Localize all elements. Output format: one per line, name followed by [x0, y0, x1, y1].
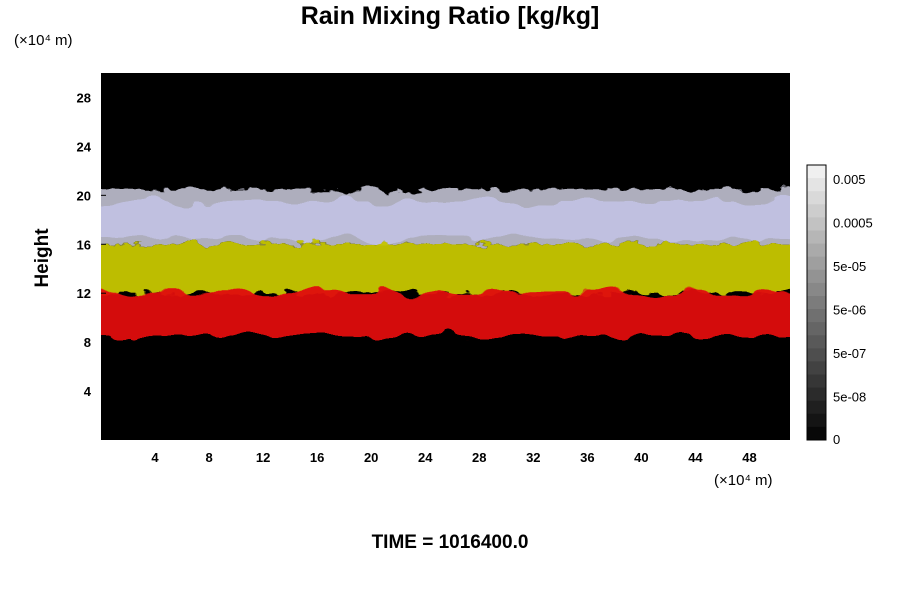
layer-yellow [101, 244, 790, 294]
x-tick-label: 28 [472, 450, 486, 465]
colorbar-swatch [807, 322, 826, 336]
y-tick-label: 8 [84, 335, 91, 350]
chart-title: Rain Mixing Ratio [kg/kg] [300, 2, 600, 30]
colorbar-swatch [807, 335, 826, 349]
y-axis-unit: (×10⁴ m) [14, 32, 73, 49]
time-label: TIME = 1016400.0 [371, 532, 529, 553]
colorbar-label: 0.0005 [833, 216, 873, 231]
colorbar-swatch [807, 204, 826, 218]
colorbar-swatch [807, 374, 826, 389]
colorbar-swatch [807, 217, 826, 231]
colorbar-swatch [807, 269, 826, 284]
y-tick-label: 12 [77, 286, 91, 301]
layer-red [101, 293, 790, 337]
colorbar-swatch [807, 295, 826, 310]
colorbar-label: 0 [833, 432, 840, 447]
colorbar-swatch [807, 387, 826, 402]
colorbar-label: 5e-06 [833, 303, 866, 318]
colorbar-swatch [807, 191, 826, 205]
x-tick-label: 44 [688, 450, 703, 465]
colorbar-swatch [807, 400, 826, 415]
colorbar-swatch [807, 178, 826, 192]
colorbar-label: 5e-08 [833, 390, 866, 405]
x-tick-label: 12 [256, 450, 270, 465]
x-tick-label: 48 [742, 450, 756, 465]
y-tick-label: 24 [77, 139, 92, 154]
x-axis-unit: (×10⁴ m) [714, 472, 773, 489]
colorbar-swatch [807, 243, 826, 258]
colorbar-swatch [807, 413, 826, 428]
x-tick-label: 40 [634, 450, 648, 465]
y-tick-label: 16 [77, 237, 91, 252]
colorbar-label: 5e-07 [833, 346, 866, 361]
colorbar-swatch [807, 426, 826, 441]
colorbar-label: 0.005 [833, 172, 866, 187]
colorbar-swatch [807, 282, 826, 297]
colorbar-label: 5e-05 [833, 259, 866, 274]
colorbar-swatch [807, 230, 826, 245]
x-tick-label: 32 [526, 450, 540, 465]
layer-upper-lavender [101, 201, 790, 239]
colorbar-swatch [807, 361, 826, 376]
x-tick-label: 24 [418, 450, 433, 465]
colorbar-swatch [807, 348, 826, 362]
y-tick-label: 4 [84, 384, 92, 399]
colorbar-frame [806, 164, 827, 441]
y-tick-label: 20 [77, 188, 91, 203]
x-tick-label: 4 [151, 450, 159, 465]
colorbar-swatch [807, 256, 826, 271]
colorbar-swatch [807, 309, 826, 323]
x-tick-label: 16 [310, 450, 324, 465]
x-tick-label: 8 [205, 450, 212, 465]
x-tick-label: 36 [580, 450, 594, 465]
colorbar-swatch [807, 165, 826, 179]
y-tick-label: 28 [77, 90, 91, 105]
x-tick-label: 20 [364, 450, 378, 465]
